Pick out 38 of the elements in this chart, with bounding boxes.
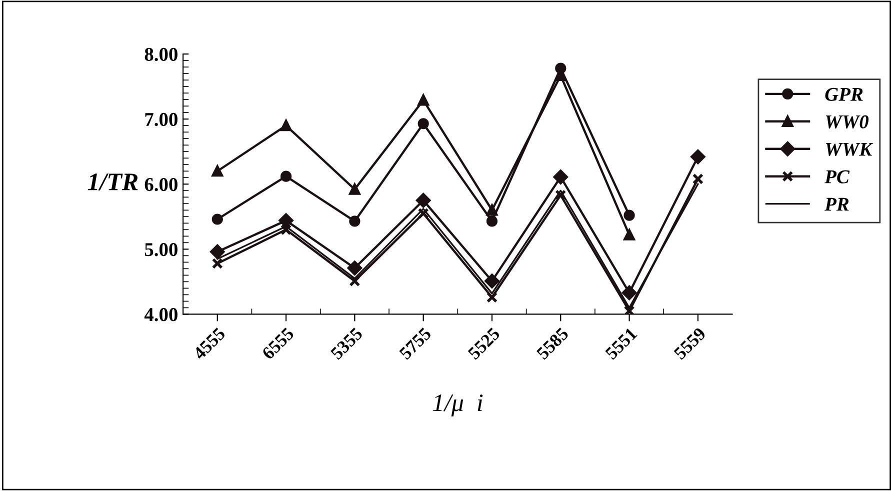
point [212, 214, 223, 225]
point [690, 150, 706, 164]
legend-label: PR [824, 198, 849, 211]
point [212, 166, 223, 177]
y-tick-label: 4.00 [144, 308, 178, 322]
legend-label: PC [824, 170, 850, 184]
point [280, 224, 292, 236]
point [624, 229, 635, 240]
point [692, 173, 704, 184]
point [622, 285, 637, 300]
point [555, 190, 566, 201]
legend-label: GPR [825, 88, 863, 101]
point [349, 184, 360, 195]
point [486, 216, 498, 227]
y-tick-label: 8.00 [144, 48, 178, 62]
point [347, 260, 362, 276]
point [418, 94, 429, 106]
point [210, 244, 225, 260]
x-axis-title: 1/μ i [432, 394, 483, 416]
point [212, 258, 223, 270]
point [278, 213, 294, 228]
y-tick-label: 6.00 [144, 178, 178, 192]
y-tick-label: 7.00 [145, 112, 178, 126]
legend-label: WWK [826, 142, 874, 156]
point [349, 276, 360, 287]
point [280, 170, 292, 182]
y-tick-label: 5.00 [144, 243, 178, 256]
point [624, 305, 635, 314]
point [484, 274, 500, 288]
point [416, 193, 431, 208]
point [418, 208, 429, 219]
y-axis-title: 1/TR [88, 174, 138, 190]
point [418, 118, 429, 130]
point [349, 216, 360, 227]
point [624, 210, 635, 221]
point [553, 170, 568, 184]
point [486, 292, 498, 303]
legend-label: WW0 [826, 115, 869, 129]
